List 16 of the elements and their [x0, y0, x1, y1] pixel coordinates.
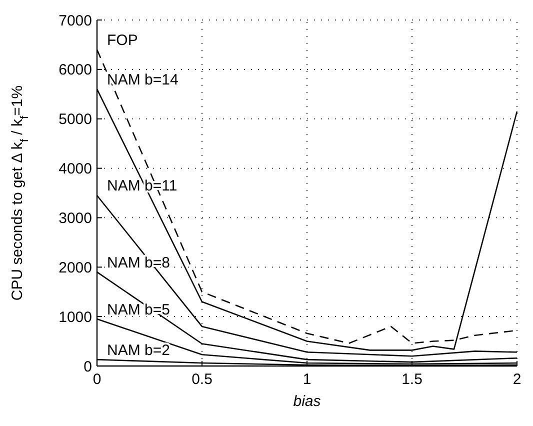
- y-tick-label: 7000: [58, 12, 92, 30]
- series-label: NAM b=2: [107, 342, 170, 359]
- x-tick-label: 0.5: [192, 371, 212, 388]
- y-tick-label: 2000: [58, 259, 92, 276]
- y-tick-label: 5000: [58, 111, 92, 128]
- y-tick-label: 4000: [58, 160, 92, 178]
- x-tick-label: 1: [302, 371, 312, 388]
- y-tick-label: 1000: [58, 308, 92, 326]
- x-axis-title: bias: [293, 393, 322, 410]
- series-label: NAM b=11: [107, 178, 178, 195]
- y-tick-label: 6000: [58, 62, 92, 79]
- x-tick-label: 2: [512, 371, 522, 388]
- y-tick-label: 0: [84, 358, 92, 376]
- series-label: FOP: [107, 32, 138, 49]
- x-tick-label: 1.5: [402, 371, 422, 388]
- y-tick-label: 3000: [58, 210, 92, 227]
